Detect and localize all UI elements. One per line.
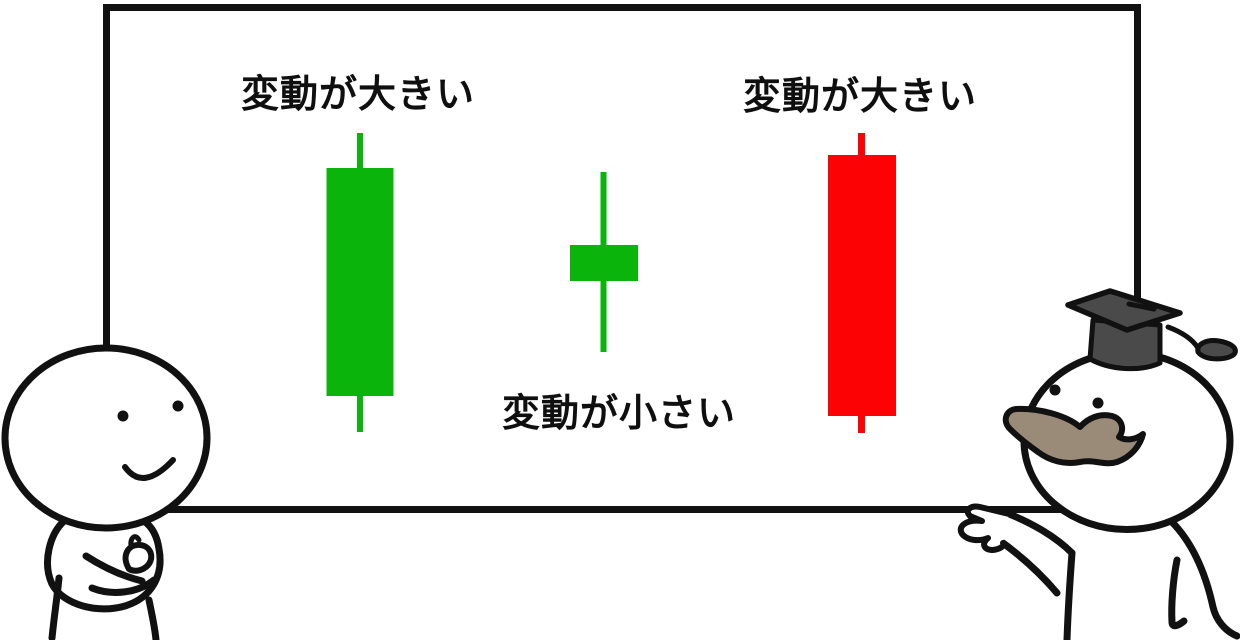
student-head xyxy=(1,344,211,532)
teacher-right-eye-icon xyxy=(1092,397,1104,409)
teacher-mustache-icon xyxy=(1002,405,1146,467)
cap-button xyxy=(1126,301,1157,312)
candle-large-green xyxy=(326,133,394,432)
graduation-cap-icon xyxy=(1065,288,1238,372)
candle-small-green-body xyxy=(570,245,638,281)
character-teacher xyxy=(957,288,1240,640)
student-right-leg xyxy=(145,596,160,640)
teacher-right-arm xyxy=(1168,556,1188,630)
student-smile-icon xyxy=(122,457,176,481)
student-forearm-lower xyxy=(88,576,158,596)
label-large-fluctuation-right: 変動が大きい xyxy=(742,76,977,118)
student-left-eye-icon xyxy=(117,410,129,422)
label-small-fluctuation-middle: 変動が小さい xyxy=(501,393,736,435)
cap-tassel xyxy=(1195,338,1238,362)
teacher-arm-upper-edge xyxy=(1005,510,1076,557)
teacher-left-eye-icon xyxy=(1049,384,1061,396)
student-fist xyxy=(122,542,155,574)
candle-large-red xyxy=(828,133,896,433)
label-large-fluctuation-left: 変動が大きい xyxy=(240,74,475,116)
cap-base xyxy=(1087,317,1163,372)
student-thumb xyxy=(128,534,142,549)
teacher-torso-left-edge xyxy=(1063,549,1076,640)
candle-large-green-body xyxy=(326,168,394,396)
teacher-pointing-hand xyxy=(957,503,1012,553)
teacher-right-shoulder xyxy=(1167,517,1240,640)
cap-mortarboard xyxy=(1065,288,1183,333)
cap-tassel-cord xyxy=(1165,324,1201,351)
candle-large-red-body xyxy=(828,155,896,416)
teacher-arm-lower-edge xyxy=(999,539,1061,597)
character-student xyxy=(1,344,211,640)
candle-small-green xyxy=(570,172,638,352)
student-forearm-upper xyxy=(82,552,146,585)
student-left-leg xyxy=(48,574,63,640)
student-right-eye-icon xyxy=(172,400,184,412)
